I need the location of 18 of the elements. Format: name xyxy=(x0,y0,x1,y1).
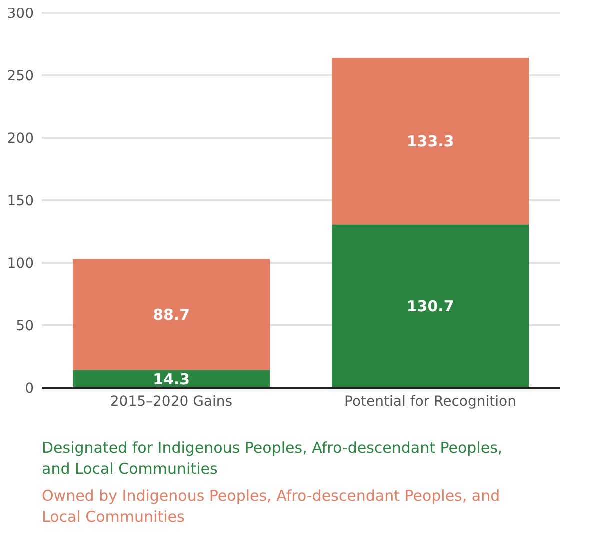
data-label: 130.7 xyxy=(406,298,454,316)
bar xyxy=(73,370,270,388)
y-tick-label: 150 xyxy=(7,193,34,210)
y-tick-label: 250 xyxy=(7,68,34,84)
y-tick-label: 0 xyxy=(25,380,34,397)
data-label: 133.3 xyxy=(406,132,454,151)
y-tick-label: 200 xyxy=(7,130,34,147)
y-tick-label: 50 xyxy=(16,318,34,334)
data-label: 14.3 xyxy=(153,370,190,388)
bar xyxy=(332,58,530,225)
x-tick-label: Potential for Recognition xyxy=(344,394,516,410)
text: Owned by Indigenous Peoples, Afro-descendant Peoples, and Local Communities xyxy=(42,486,502,528)
text: Designated for Indigenous Peoples, Afro-descendant Peoples, and Local Communities xyxy=(42,438,504,480)
data-label: 88.7 xyxy=(153,306,190,324)
bar xyxy=(332,224,530,388)
x-tick-label: 2015–2020 Gains xyxy=(110,394,233,410)
y-tick-label: 100 xyxy=(7,256,34,272)
bar xyxy=(73,259,270,370)
